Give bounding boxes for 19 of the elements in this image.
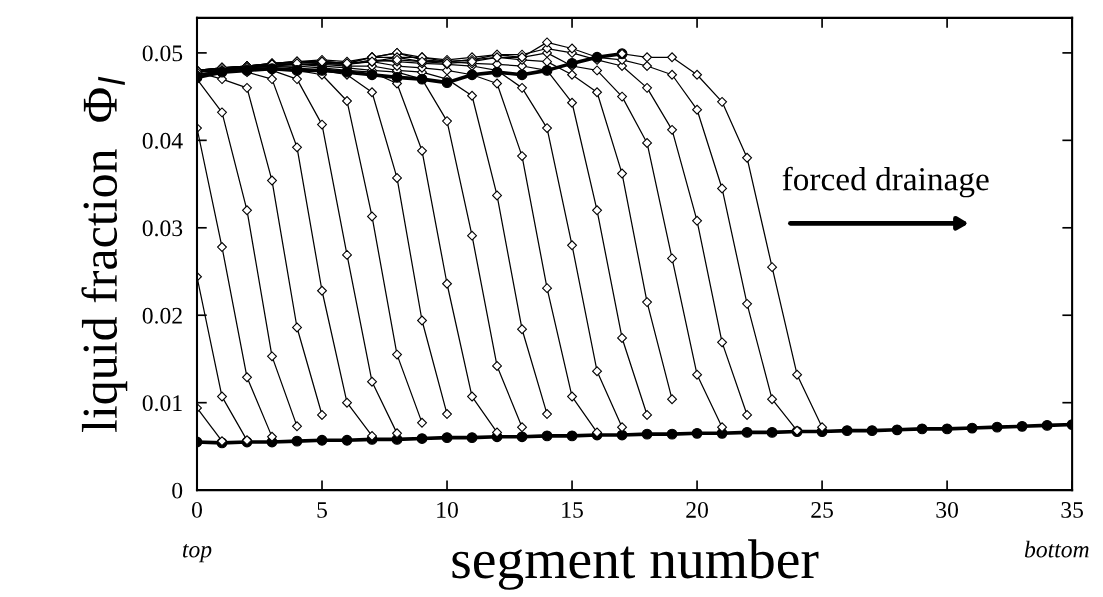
annotation: forced drainage	[782, 166, 989, 198]
x-tick-label: 10	[437, 501, 458, 518]
x-tick-label: 5	[317, 502, 327, 518]
y-tick-label: 0.03	[142, 220, 183, 237]
y-tick-label: 0	[172, 482, 183, 499]
x-tick-label: 25	[811, 502, 833, 518]
y-tick-label: 0.05	[142, 45, 183, 62]
text: bottom	[1024, 540, 1089, 558]
y-tick-label: 0.04	[142, 132, 183, 149]
x-axis-title: segment number	[452, 539, 819, 590]
y-tick-label: 0.01	[142, 395, 182, 412]
y-axis-title: liquid fraction Φ$_{l}$	[81, 76, 128, 433]
x-tick-label: 30	[936, 501, 958, 518]
text: top	[182, 543, 212, 563]
x-tick-label: 35	[1061, 502, 1083, 518]
x-tick-label: 15	[562, 502, 583, 518]
x-tick-label: 0	[191, 501, 202, 518]
y-tick-label: 0.02	[142, 307, 182, 324]
x-tick-label: 20	[686, 501, 708, 518]
